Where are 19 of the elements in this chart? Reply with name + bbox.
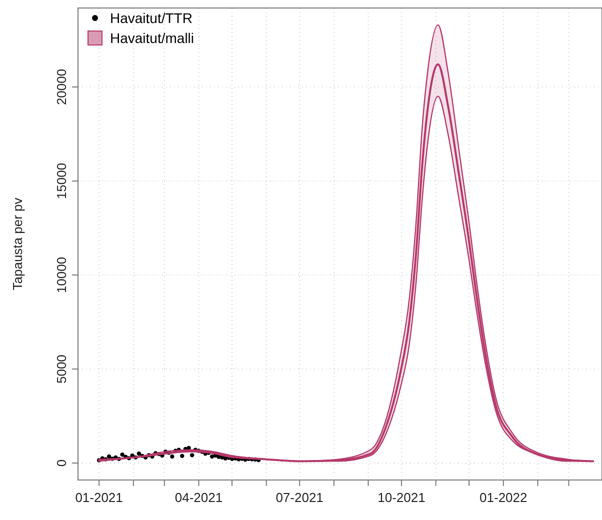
y-tick-label: 0	[54, 459, 69, 467]
x-tick-label: 01-2022	[480, 490, 528, 505]
legend-label: Havaitut/malli	[110, 30, 194, 46]
point	[136, 452, 142, 456]
y-axis-title: Tapausta per pv	[10, 197, 25, 290]
point	[106, 454, 112, 459]
y-tick-label: 15000	[54, 162, 69, 200]
point	[180, 454, 184, 458]
y-tick-label: 10000	[54, 256, 69, 294]
legend-label: Havaitut/TTR	[110, 10, 192, 26]
x-tick-label: 07-2021	[276, 490, 324, 505]
y-tick-label: 20000	[54, 68, 69, 106]
point	[170, 454, 174, 459]
x-tick-label: 10-2021	[378, 490, 426, 505]
point	[190, 453, 194, 458]
y-tick-label: 5000	[54, 354, 69, 384]
point	[120, 452, 124, 457]
x-tick-label: 01-2021	[75, 490, 123, 505]
x-tick-label: 04-2021	[174, 490, 223, 505]
